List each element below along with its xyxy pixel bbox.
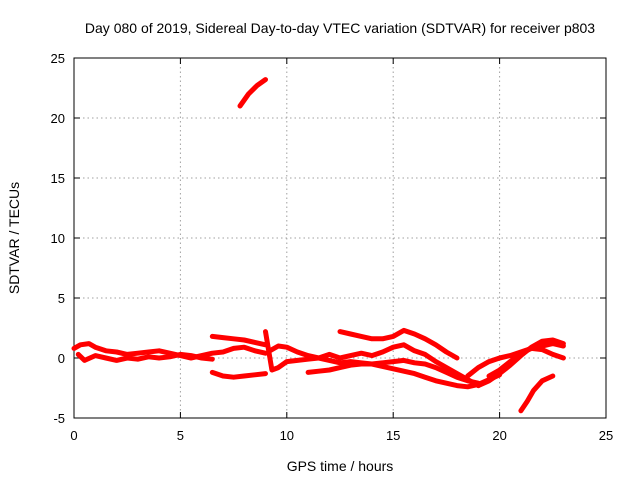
x-tick-label: 15: [386, 428, 400, 443]
y-tick-label: 5: [58, 291, 65, 306]
y-tick-label: 10: [51, 231, 65, 246]
x-tick-label: 10: [280, 428, 294, 443]
x-tick-label: 20: [492, 428, 506, 443]
series-line-arc-2: [75, 351, 215, 363]
series-line-arc-5: [237, 77, 268, 109]
series-line-arc-9: [337, 327, 460, 361]
series-line-arc-8: [305, 361, 503, 390]
y-axis-label: SDTVAR / TECUs: [6, 182, 22, 294]
series-line-arc-13: [518, 373, 556, 414]
series-line-arc-3: [209, 333, 268, 348]
series-line-arc-1: [71, 341, 268, 361]
series-line-arc-4: [209, 369, 268, 380]
chart-title: Day 080 of 2019, Sidereal Day-to-day VTE…: [85, 20, 595, 36]
y-tick-label: 25: [51, 51, 65, 66]
x-tick-label: 5: [177, 428, 184, 443]
y-tick-label: 15: [51, 171, 65, 186]
y-tick-label: 20: [51, 111, 65, 126]
series-line-arc-10: [465, 341, 566, 379]
y-tick-label: 0: [58, 351, 65, 366]
series-line-arc-12: [486, 345, 566, 379]
x-tick-label: 0: [70, 428, 77, 443]
x-tick-label: 25: [599, 428, 613, 443]
data-series: [71, 77, 566, 414]
y-tick-label: -5: [53, 411, 65, 426]
axis-ticks: 0 5 10 15 20 25 -5 0 5 10 15 20 25: [51, 51, 614, 443]
series-line-arc-7: [263, 329, 481, 389]
x-axis-label: GPS time / hours: [287, 458, 394, 474]
grid: [74, 58, 606, 418]
